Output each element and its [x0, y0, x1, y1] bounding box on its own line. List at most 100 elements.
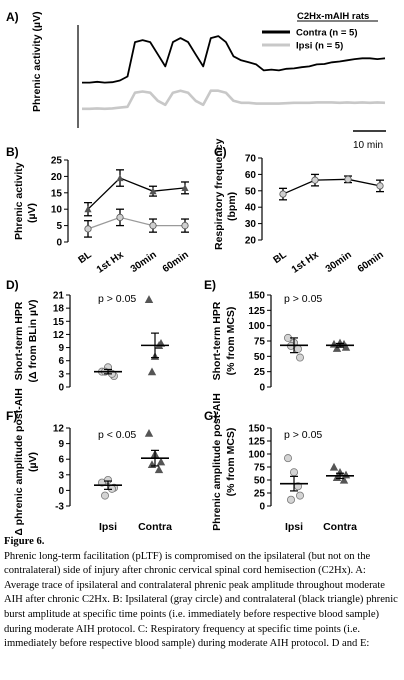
panel-e-label: E) [204, 278, 216, 292]
panel-f-label: F) [6, 409, 17, 423]
panel-c-series-line [282, 178, 381, 195]
panel-e-contra-point [332, 344, 342, 352]
panel-c-point [311, 176, 319, 184]
panel-b-y-tick-label: 20 [51, 172, 63, 183]
panel-e-y-tick-label: 25 [254, 367, 266, 378]
panel-f-y-tick-label: 12 [53, 424, 65, 435]
panel-d-contra-point [144, 295, 154, 303]
panel-d-contra-point [147, 367, 157, 376]
panel-d-annotation: p > 0.05 [98, 293, 136, 305]
panel-g-y-unit: (% from MCS) [225, 428, 237, 497]
panel-e-y-unit: (% from MCS) [225, 307, 237, 376]
panel-c-point [376, 182, 384, 190]
panel-f-contra-point [156, 457, 166, 466]
panel-d-y-label: Short-term HPR [13, 301, 25, 380]
panel-d-y-tick-label: 3 [58, 369, 64, 380]
panel-b-ipsi-point [84, 225, 92, 233]
panel-g-annotation: p > 0.05 [284, 429, 322, 441]
panel-d-y-tick-label: 0 [58, 383, 64, 394]
panel-e-y-tick-label: 100 [248, 321, 265, 332]
panel-g-ipsi-point [286, 495, 295, 504]
panel-f-contra-point [144, 429, 154, 437]
panel-b-contra-point [116, 174, 124, 182]
panel-d-y-tick-label: 15 [53, 317, 65, 328]
ipsi-trace [82, 89, 386, 111]
panel-f-y-tick-label: 0 [58, 486, 64, 497]
panel-g-x-label: Ipsi [285, 521, 303, 533]
panel-f-x-label: Contra [138, 521, 172, 533]
panel-e-annotation: p > 0.05 [284, 293, 322, 305]
panel-b-x-tick-label: 30min [129, 249, 159, 275]
panel-d-label: D) [6, 278, 19, 292]
panel-d-y-tick-label: 6 [58, 356, 64, 367]
panel-b-y-tick-label: 25 [51, 156, 63, 167]
panel-b-ipsi-point [181, 222, 189, 230]
figure-canvas: A) Phrenic activity (µV) C2Hx-mAIH rats Con… [6, 10, 386, 535]
panel-e-y-tick-label: 125 [248, 306, 265, 317]
panel-d-y-unit: (Δ from BLin µV) [27, 299, 39, 382]
panel-e-y-tick-label: 150 [248, 291, 265, 302]
panel-b-ipsi-point [149, 222, 157, 230]
panel-b-y-unit: (µV) [26, 203, 38, 223]
panel-b-series-line [87, 177, 186, 210]
panel-g-y-tick-label: 150 [248, 424, 265, 435]
panel-f-y-label: Δ phrenic amplitude post-AIH [13, 388, 25, 535]
panel-g-contra-point [329, 462, 339, 471]
panel-b-label: B) [6, 145, 19, 159]
scale-bar-label: 10 min [353, 140, 383, 151]
panel-b-y-label: Phrenic activity [13, 162, 25, 240]
panel-f-contra-point [154, 465, 164, 474]
panel-b-contra-point [149, 187, 157, 195]
panel-f-y-tick-label: 9 [58, 439, 64, 450]
panel-g-label: G) [204, 409, 217, 423]
panel-g-y-tick-label: 50 [254, 476, 266, 487]
panel-g-y-label: Phrenic amplitude post-AIH [211, 393, 223, 531]
panel-b-contra-point [84, 205, 92, 213]
panel-b-x-tick-label: 60min [161, 249, 191, 275]
panel-c-x-tick-label: 1st Hx [290, 249, 321, 275]
panel-g-y-tick-label: 75 [254, 463, 266, 474]
panel-b-y-tick-label: 0 [56, 238, 62, 249]
panel-c-y-tick-label: 50 [245, 186, 257, 197]
figure-caption: Figure 6. Phrenic long-term facilitation… [4, 535, 400, 652]
panel-c-y-label: Respiratory frequency [213, 138, 225, 250]
panel-g-y-tick-label: 125 [248, 437, 265, 448]
panel-g-ipsi-point [295, 491, 304, 500]
panel-b-series-line [87, 216, 185, 230]
caption-text: Phrenic long-term facilitation (pLTF) is… [4, 550, 398, 650]
panel-c-y-tick-label: 70 [245, 154, 257, 165]
panel-f-ipsi-point [101, 491, 110, 500]
panel-g-y-tick-label: 0 [259, 502, 265, 513]
panel-e-y-tick-label: 75 [254, 337, 266, 348]
panel-d-y-tick-label: 21 [53, 291, 65, 302]
panel-e-ipsi-point [295, 353, 304, 362]
panel-c-point [279, 190, 287, 198]
panel-g-x-label: Contra [323, 521, 357, 533]
panel-b-x-tick-label: 1st Hx [95, 249, 126, 275]
panel-e-y-tick-label: 50 [254, 352, 266, 363]
panel-f-y-tick-label: -3 [55, 502, 64, 513]
panel-f-y-tick-label: 6 [58, 455, 64, 466]
panel-c-y-unit: (bpm) [226, 192, 238, 221]
panel-e-ipsi-point [293, 344, 302, 353]
panel-b-y-tick-label: 15 [51, 188, 63, 199]
panel-g-ipsi-point [289, 468, 298, 477]
panel-c-y-tick-label: 40 [245, 203, 257, 214]
panel-f-x-label: Ipsi [99, 521, 117, 533]
legend-contra-label: Contra (n = 5) [296, 28, 358, 39]
panel-g-y-tick-label: 100 [248, 450, 265, 461]
panel-b-y-tick-label: 5 [56, 221, 62, 232]
panel-c-point [344, 175, 352, 183]
contra-trace [82, 35, 386, 84]
panel-a-label: A) [6, 10, 19, 24]
panel-b-y-tick-label: 10 [51, 205, 63, 216]
panel-g-ipsi-point [283, 454, 292, 463]
panel-c-x-tick-label: 60min [356, 249, 386, 275]
panel-f-annotation: p < 0.05 [98, 429, 136, 441]
legend-ipsi-label: Ipsi (n = 5) [296, 41, 343, 52]
panel-f-y-tick-label: 3 [58, 470, 64, 481]
panel-g-y-tick-label: 25 [254, 489, 266, 500]
panel-e-y-label: Short-term HPR [211, 301, 223, 380]
panel-a-y-label: Phrenic activity (µV) [31, 11, 43, 112]
panel-d-y-tick-label: 9 [58, 343, 64, 354]
